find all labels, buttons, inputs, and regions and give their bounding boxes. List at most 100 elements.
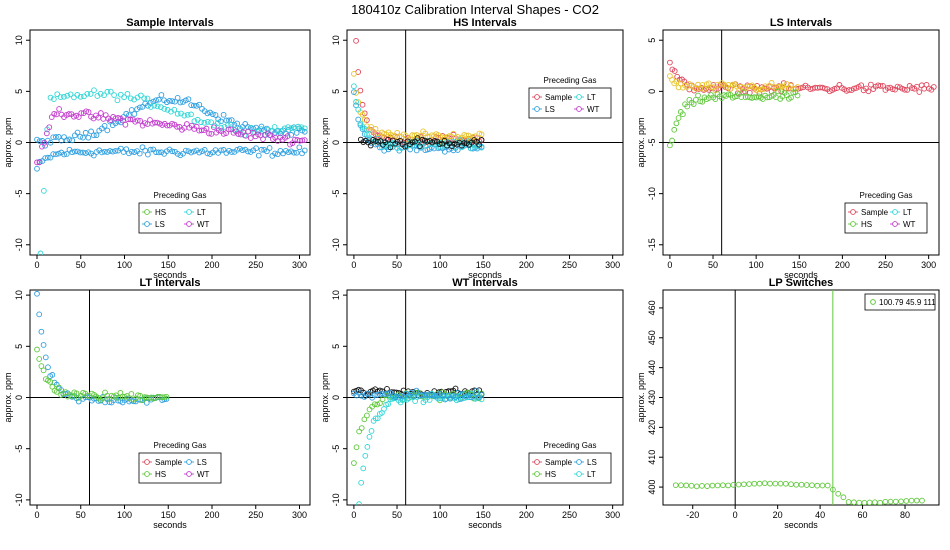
point-sample [364, 117, 370, 123]
legend-swatch [534, 471, 540, 477]
point-black [409, 139, 416, 146]
point-ls [478, 392, 485, 398]
point-ls [204, 150, 211, 157]
legend-label: LT [587, 93, 596, 102]
point-hs [898, 498, 904, 505]
x-tick-label: 50 [76, 510, 86, 520]
point-ls [42, 142, 48, 149]
x-tick-label: 200 [204, 510, 219, 520]
point-ls [72, 148, 78, 155]
point-lt [144, 95, 151, 102]
point-black [441, 137, 448, 144]
point-hs [678, 482, 684, 489]
y-tick-label: 5 [647, 38, 657, 43]
legend-box [528, 87, 612, 119]
point-lt [467, 145, 474, 152]
point-ls [82, 129, 89, 136]
point-hs [720, 482, 726, 489]
data-points [672, 480, 925, 505]
point-ls [228, 149, 235, 155]
point-wt [41, 139, 48, 146]
point-hs [366, 406, 373, 413]
y-axis-label: approx. ppm [320, 372, 330, 422]
point-lt [64, 92, 71, 99]
point-hs [73, 390, 80, 397]
point-ls [223, 117, 230, 124]
data-points [34, 87, 308, 255]
point-ls [128, 148, 135, 155]
point-ls [272, 150, 278, 157]
x-tick-label: 150 [476, 260, 491, 270]
y-axis-label: approx. ppm [3, 372, 13, 422]
point-black [476, 141, 482, 148]
point-ls [44, 154, 51, 161]
y-tick-label: -5 [647, 138, 657, 146]
point-ls [123, 146, 130, 153]
legend-swatch [144, 471, 150, 477]
legend-title: Preceding Gas [860, 191, 913, 200]
point-black [452, 385, 459, 392]
point-hs [47, 378, 54, 385]
point-lt [37, 250, 44, 255]
point-ls [253, 145, 259, 152]
point-ls [285, 149, 292, 156]
point-ls [188, 149, 195, 156]
point-lt [301, 125, 308, 132]
point-wt [198, 127, 205, 134]
point-ls [188, 102, 195, 108]
point-ls [61, 134, 67, 140]
point-ls [139, 144, 146, 151]
point-ls [174, 151, 181, 157]
point-black [419, 136, 426, 143]
x-tick-label: 0 [667, 260, 672, 270]
point-ls [193, 102, 200, 109]
point-ls [174, 95, 181, 101]
point-ls [55, 150, 62, 157]
point-wt [220, 131, 227, 137]
y-tick-label: -5 [14, 445, 24, 453]
data-points [667, 59, 937, 149]
point-lt [141, 95, 148, 102]
point-ls [258, 123, 265, 130]
y-tick-label: 0 [647, 89, 657, 94]
point-ls [185, 148, 192, 155]
point-hs [680, 111, 686, 118]
y-tick-label: 10 [14, 35, 24, 45]
x-tick-label: 100 [433, 260, 448, 270]
data-points [351, 385, 485, 505]
point-wt [98, 110, 104, 116]
point-sample [877, 83, 884, 89]
point-hs [163, 393, 170, 400]
x-tick-label: 80 [900, 510, 910, 520]
y-tick-label: -10 [331, 493, 341, 506]
point-ls [142, 147, 149, 154]
point-lt [81, 93, 87, 100]
legend-swatch [870, 299, 876, 305]
point-hs [34, 346, 40, 353]
point-black [355, 386, 362, 393]
point-hs [877, 499, 883, 505]
y-tick-label: 430 [647, 390, 657, 405]
point-sample [880, 83, 886, 89]
y-tick-label: 400 [647, 480, 657, 495]
point-wt [206, 130, 212, 137]
point-lt [91, 87, 97, 94]
point-sample [901, 86, 908, 93]
point-ls [58, 137, 65, 144]
point-lt [298, 124, 305, 131]
x-tick-label: 200 [204, 260, 219, 270]
point-ls [72, 132, 78, 139]
legend-label: LT [197, 208, 206, 217]
legend-swatch [534, 94, 540, 100]
y-tick-label: 450 [647, 330, 657, 345]
point-lt [174, 110, 181, 117]
x-tick-label: 300 [605, 510, 620, 520]
point-ls [204, 110, 211, 117]
point-ls [392, 394, 399, 400]
point-ls [199, 148, 205, 155]
point-hs [99, 395, 106, 402]
point-ls [169, 98, 176, 104]
point-sample [930, 84, 937, 90]
point-ls [47, 154, 54, 161]
x-tick-label: 300 [921, 260, 936, 270]
